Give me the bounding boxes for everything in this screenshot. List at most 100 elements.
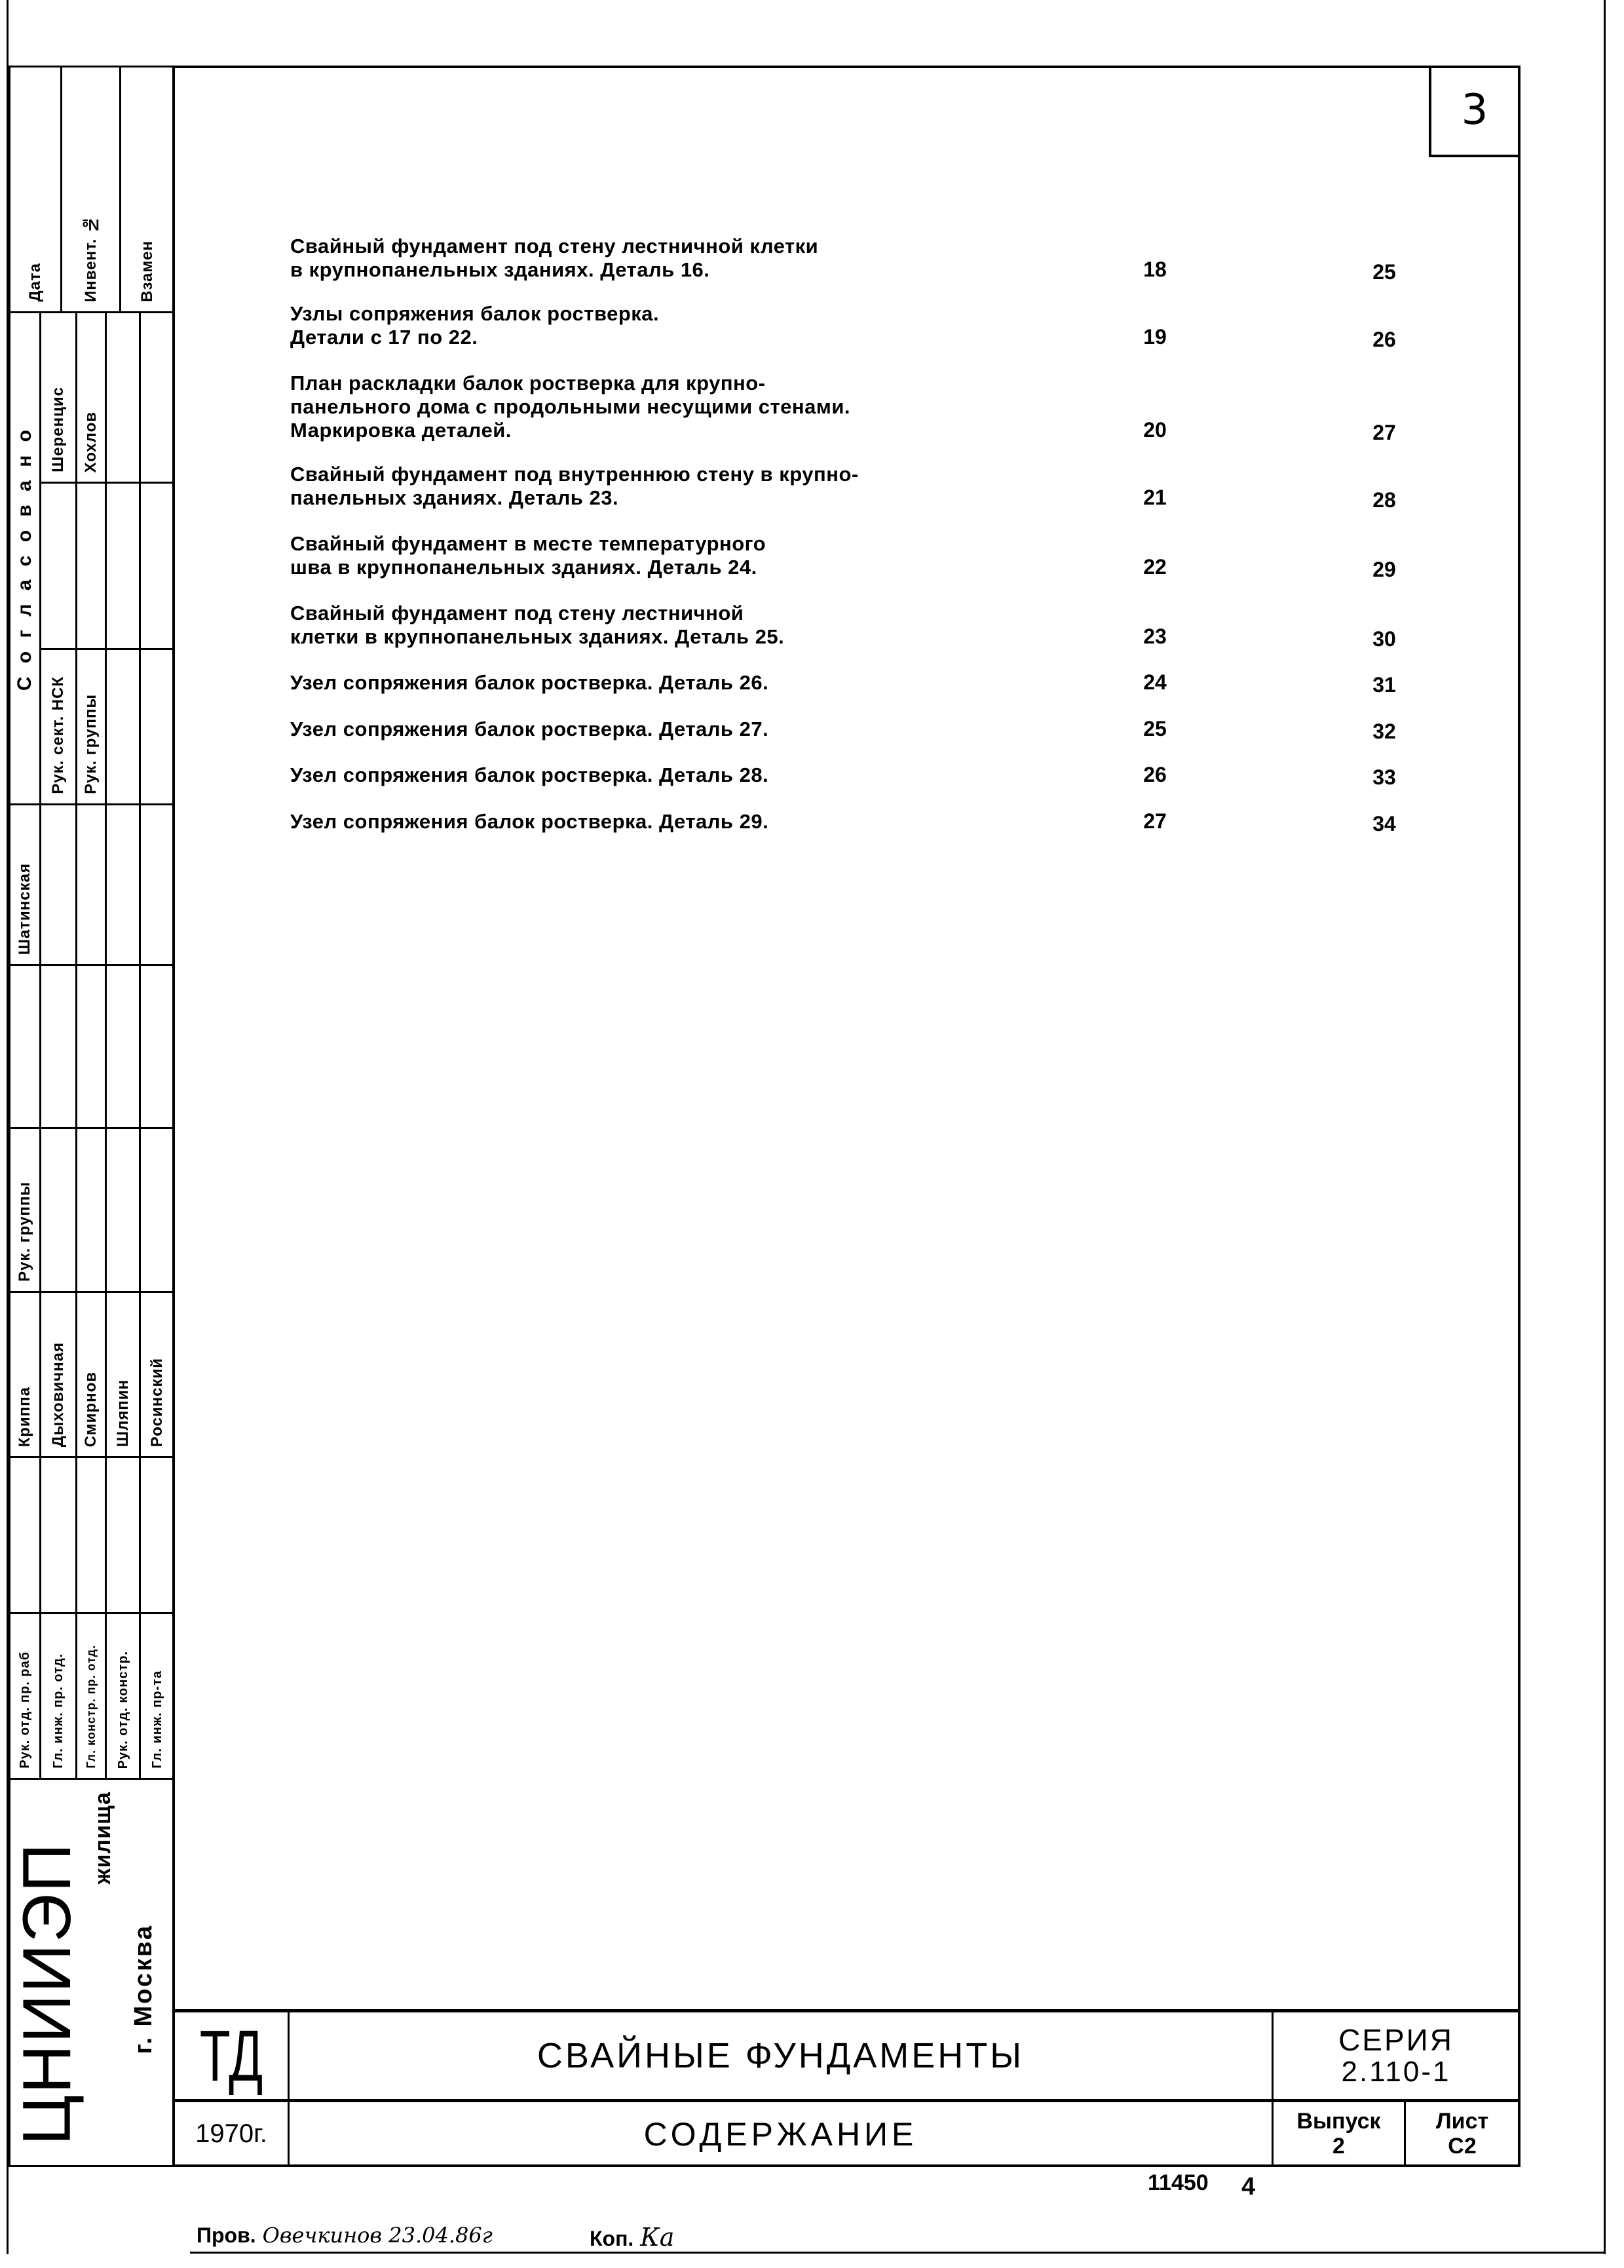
- drawing-title-text: Свайные фундаменты: [537, 2036, 1025, 2075]
- year-cell: 1970г.: [175, 2102, 288, 2166]
- cell: Гл. инж. пр. отд.: [39, 1612, 77, 1780]
- role-label: Рук. сект. НСК: [49, 676, 67, 794]
- role-label: Гл. инж. пр. отд.: [51, 1653, 66, 1769]
- item-sheet: 26: [1372, 328, 1396, 351]
- item-page: 24: [1143, 670, 1167, 694]
- contents-item: Свайный фундамент под стену лестничной кл…: [290, 602, 1443, 651]
- item-sheet: 32: [1372, 720, 1396, 743]
- cell: [75, 964, 107, 1129]
- cell: [105, 803, 141, 966]
- cell: Криппа: [9, 1291, 41, 1458]
- cell: [9, 964, 41, 1129]
- signer-name: Хохлов: [82, 411, 100, 472]
- item-sheet: 25: [1372, 260, 1396, 284]
- item-title-line: в крупнопанельных зданиях. Деталь 16.: [290, 258, 710, 281]
- item-page: 23: [1143, 625, 1167, 648]
- checked-by: Пров. Овечкинов 23.04.86г: [197, 2223, 493, 2248]
- item-sheet: 28: [1372, 488, 1396, 512]
- city-label: г. Москва: [130, 1924, 157, 2054]
- date-label: Дата: [26, 263, 44, 302]
- contents-item: Узел сопряжения балок ростверка. Деталь …: [290, 763, 1443, 789]
- sheet-cell: Лист С2: [1406, 2102, 1519, 2166]
- item-page: 21: [1143, 486, 1167, 509]
- sheet-number: 3: [1461, 86, 1488, 134]
- series-cell: Серия 2.110-1: [1274, 2012, 1519, 2099]
- issue-cell: Выпуск 2: [1274, 2102, 1404, 2166]
- agreed-cell: С о г л а с о в а н о: [9, 311, 41, 805]
- item-sheet: 33: [1372, 765, 1396, 789]
- series-label: Серия: [1338, 2022, 1454, 2057]
- cell: [105, 648, 141, 805]
- cell: Шляпин: [105, 1291, 141, 1458]
- cell: [75, 1127, 107, 1293]
- sheet-subtitle-text: Содержание: [643, 2115, 918, 2153]
- item-sheet: 30: [1372, 627, 1396, 651]
- outer-frame-left: [7, 0, 9, 2254]
- cell: Росинский: [139, 1291, 175, 1458]
- copied-label: Коп.: [590, 2227, 634, 2250]
- cell: Шеренцис: [39, 311, 77, 484]
- item-title-line: Узел сопряжения балок ростверка. Деталь …: [290, 718, 769, 740]
- cell: [139, 803, 175, 966]
- cell: Дыховичная: [39, 1291, 77, 1458]
- contents-item: Свайный фундамент под внутреннюю стену в…: [290, 463, 1443, 512]
- item-page: 27: [1143, 809, 1167, 833]
- item-title-line: Узел сопряжения балок ростверка. Деталь …: [290, 763, 769, 786]
- cell: [139, 311, 175, 484]
- cell: [39, 482, 77, 650]
- item-page: 19: [1143, 325, 1167, 349]
- cell: [75, 1456, 107, 1614]
- role-label: Рук. отд. пр. раб: [18, 1651, 32, 1769]
- cell: [105, 482, 141, 650]
- cell: [105, 1127, 141, 1293]
- contents-item: Узел сопряжения балок ростверка. Деталь …: [290, 809, 1443, 836]
- cell: [75, 482, 107, 650]
- copy-number: 4: [1241, 2173, 1256, 2201]
- role-label: Рук. группы: [16, 1182, 33, 1282]
- outer-frame-bottom: [190, 2252, 1606, 2254]
- cell: Рук. отд. констр.: [105, 1612, 141, 1780]
- signer-name: Шляпин: [113, 1379, 132, 1447]
- organization-subtitle: жилища: [90, 1792, 115, 1885]
- item-title-line: клетки в крупнопанельных зданиях. Деталь…: [290, 625, 785, 648]
- contents-item: Узел сопряжения балок ростверка. Деталь …: [290, 717, 1443, 743]
- cell: Рук. сект. НСК: [39, 648, 77, 805]
- contents-item: Свайный фундамент в месте температурного…: [290, 532, 1443, 581]
- cell: [139, 1127, 175, 1293]
- cell: [39, 964, 77, 1129]
- checked-label: Пров.: [197, 2223, 256, 2247]
- role-label: Рук. группы: [82, 694, 100, 794]
- org-code-text: ТД: [199, 2015, 263, 2096]
- copied-signature: Ка: [640, 2223, 675, 2252]
- checked-signature: Овечкинов 23.04.86г: [262, 2223, 493, 2248]
- item-page: 25: [1143, 717, 1167, 740]
- item-page: 26: [1143, 763, 1167, 786]
- issue-label: Выпуск: [1296, 2109, 1381, 2134]
- copied-by: Коп. Ка: [590, 2223, 674, 2252]
- signer-name: Росинский: [147, 1357, 166, 1447]
- cell: [105, 964, 141, 1129]
- item-title-line: панельных зданиях. Деталь 23.: [290, 486, 619, 509]
- cell: Смирнов: [75, 1291, 107, 1458]
- item-sheet: 27: [1372, 421, 1396, 444]
- year-text: 1970г.: [195, 2119, 267, 2148]
- drawing-title: Свайные фундаменты: [290, 2012, 1272, 2099]
- contents-item: План раскладки балок ростверка для крупн…: [290, 372, 1443, 444]
- issue-number: 2: [1332, 2133, 1345, 2159]
- cell: Гл. инж. пр-та: [139, 1612, 175, 1780]
- cell: [39, 1456, 77, 1614]
- cell: [105, 1456, 141, 1614]
- outer-frame-right: [1604, 0, 1606, 2254]
- contents-item: Узел сопряжения балок ростверка. Деталь …: [290, 670, 1443, 697]
- inventory-label: Инвент. №: [81, 214, 100, 302]
- sheet-code: С2: [1448, 2133, 1477, 2159]
- signer-name: Смирнов: [82, 1371, 100, 1447]
- replaces-label: Взамен: [138, 240, 156, 302]
- cell: [105, 311, 141, 484]
- cell: [139, 964, 175, 1129]
- item-title-line: шва в крупнопанельных зданиях. Деталь 24…: [290, 556, 757, 579]
- sheet-number-box: 3: [1429, 66, 1520, 157]
- cell: Рук. группы: [9, 1127, 41, 1293]
- item-title-line: Свайный фундамент под внутреннюю стену в…: [290, 463, 859, 486]
- item-page: 18: [1143, 258, 1167, 281]
